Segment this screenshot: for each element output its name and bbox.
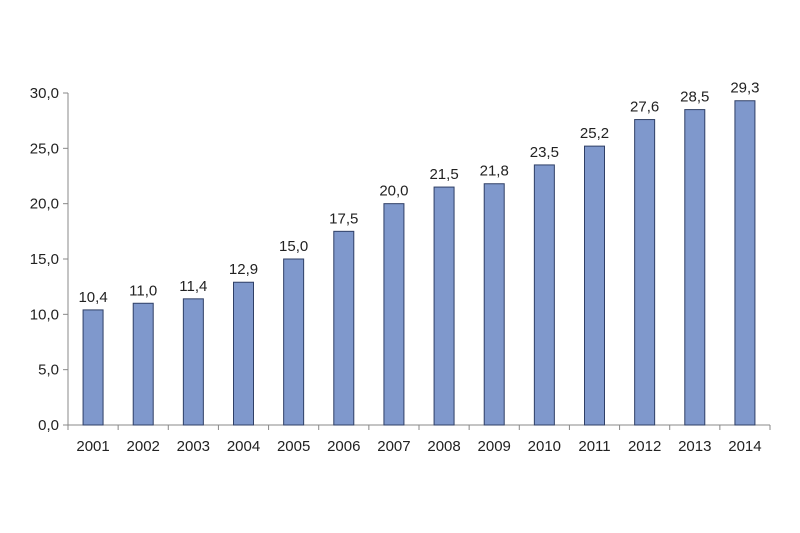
- bar-2014: [734, 100, 756, 426]
- data-label-2011: 25,2: [580, 125, 609, 142]
- x-tick-label-2004: 2004: [227, 438, 260, 455]
- data-label-2010: 23,5: [530, 144, 559, 161]
- bar-2005: [283, 258, 305, 426]
- data-label-2014: 29,3: [730, 80, 759, 97]
- x-tick-label-2008: 2008: [427, 438, 460, 455]
- x-tick-label-2001: 2001: [76, 438, 109, 455]
- bar-2011: [584, 145, 605, 426]
- x-tick-label-2003: 2003: [177, 438, 210, 455]
- x-tick-label-2002: 2002: [127, 438, 160, 455]
- x-tick-label-2013: 2013: [678, 438, 711, 455]
- y-tick-label: 20,0: [30, 196, 59, 213]
- bar-2006: [333, 230, 355, 426]
- bar-2009: [483, 183, 505, 426]
- data-label-2001: 10,4: [78, 289, 107, 306]
- data-label-2006: 17,5: [329, 210, 358, 227]
- y-tick-label: 15,0: [30, 251, 59, 268]
- data-label-2012: 27,6: [630, 99, 659, 116]
- y-tick-label: 5,0: [38, 362, 59, 379]
- bar-2013: [684, 109, 706, 426]
- bar-2008: [433, 186, 455, 426]
- bars: [82, 100, 756, 426]
- bar-2001: [82, 309, 104, 426]
- data-label-2005: 15,0: [279, 238, 308, 255]
- data-label-2008: 21,5: [429, 166, 458, 183]
- data-label-2007: 20,0: [379, 183, 408, 200]
- data-label-2004: 12,9: [229, 261, 258, 278]
- bar-2010: [533, 164, 555, 426]
- data-label-2013: 28,5: [680, 89, 709, 106]
- x-tick-label-2007: 2007: [377, 438, 410, 455]
- bar-2012: [634, 119, 656, 426]
- y-tick-label: 25,0: [30, 140, 59, 157]
- bar-2003: [182, 298, 204, 426]
- bar-2002: [132, 302, 154, 426]
- x-tick-label-2006: 2006: [327, 438, 360, 455]
- y-tick-label: 10,0: [30, 306, 59, 323]
- x-tick-label-2005: 2005: [277, 438, 310, 455]
- bar-2004: [233, 281, 254, 426]
- data-label-2002: 11,0: [129, 282, 157, 299]
- x-tick-label-2011: 2011: [578, 438, 610, 455]
- data-label-2009: 21,8: [480, 163, 509, 180]
- x-tick-label-2012: 2012: [628, 438, 661, 455]
- y-tick-label: 0,0: [38, 417, 59, 434]
- bar-2007: [383, 203, 405, 426]
- data-label-2003: 11,4: [179, 278, 207, 295]
- y-tick-label: 30,0: [30, 85, 59, 102]
- x-tick-label-2009: 2009: [478, 438, 511, 455]
- x-tick-label-2010: 2010: [528, 438, 561, 455]
- labels: 10,4 2001 11,0 2002 11,4 2003 12,9 2004 15,0 2005…: [76, 80, 761, 455]
- x-tick-label-2014: 2014: [728, 438, 761, 455]
